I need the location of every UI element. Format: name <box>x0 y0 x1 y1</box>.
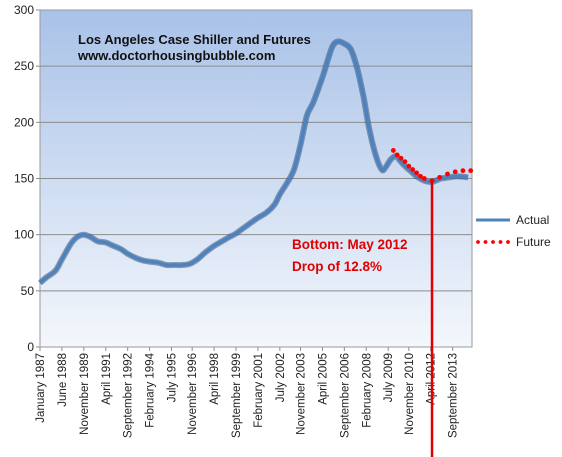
chart-title: Los Angeles Case Shiller and Futures <box>78 32 311 47</box>
future-point <box>445 171 450 177</box>
future-point <box>414 170 419 176</box>
x-tick-label: July 1995 <box>167 353 179 402</box>
series-layer <box>37 38 474 286</box>
future-point <box>394 152 400 158</box>
legend-swatch-future <box>476 240 510 244</box>
y-tick-label: 300 <box>14 3 34 17</box>
future-point <box>437 174 443 180</box>
x-tick-label: April 1991 <box>101 353 113 405</box>
y-tick-label: 250 <box>14 59 34 73</box>
x-tick-label: September 1992 <box>123 353 135 438</box>
future-point <box>410 167 416 172</box>
y-tick-label: 50 <box>21 284 35 298</box>
x-tick-label: February 2008 <box>361 353 373 428</box>
y-tick-label: 150 <box>14 172 34 186</box>
x-tick-label: November 1989 <box>79 353 91 435</box>
y-tick-label: 0 <box>27 340 34 354</box>
gridlines <box>40 65 472 292</box>
legend-label-actual: Actual <box>516 213 549 227</box>
x-tick-label: November 1996 <box>187 353 199 435</box>
legend-label-future: Future <box>516 235 551 249</box>
y-axis: 0 50 100 150 200 250 300 <box>14 3 40 354</box>
x-tick-label: January 1987 <box>35 353 47 423</box>
chart-subtitle: www.doctorhousingbubble.com <box>77 48 275 63</box>
x-tick-label: September 2006 <box>339 353 351 438</box>
annotation-bottom: Bottom: May 2012 <box>292 237 408 252</box>
future-point <box>402 159 408 165</box>
x-tick-label: February 2001 <box>253 353 265 428</box>
future-point <box>468 168 474 174</box>
x-tick-label: June 1988 <box>57 353 69 407</box>
x-axis: January 1987 June 1988 November 1989 April … <box>35 347 460 438</box>
future-point <box>390 148 396 153</box>
future-point <box>460 168 466 174</box>
y-tick-label: 100 <box>14 228 34 242</box>
legend: Actual Future <box>476 213 551 249</box>
x-tick-label: April 2005 <box>317 353 329 405</box>
x-tick-label: November 2003 <box>295 353 307 435</box>
future-point <box>452 169 458 175</box>
x-tick-label: February 1994 <box>145 352 157 427</box>
y-tick-label: 200 <box>14 115 34 129</box>
x-tick-label: April 1998 <box>209 353 221 405</box>
future-point <box>398 155 404 161</box>
x-tick-label: July 2009 <box>383 353 395 402</box>
x-tick-label: September 1999 <box>231 353 243 438</box>
x-tick-label: November 2010 <box>404 353 416 435</box>
future-point <box>421 176 427 181</box>
x-tick-label: September 2013 <box>448 353 460 438</box>
annotation-drop: Drop of 12.8% <box>292 259 382 274</box>
x-tick-label: July 2002 <box>275 353 287 402</box>
future-point <box>418 173 423 179</box>
future-point <box>406 163 412 169</box>
